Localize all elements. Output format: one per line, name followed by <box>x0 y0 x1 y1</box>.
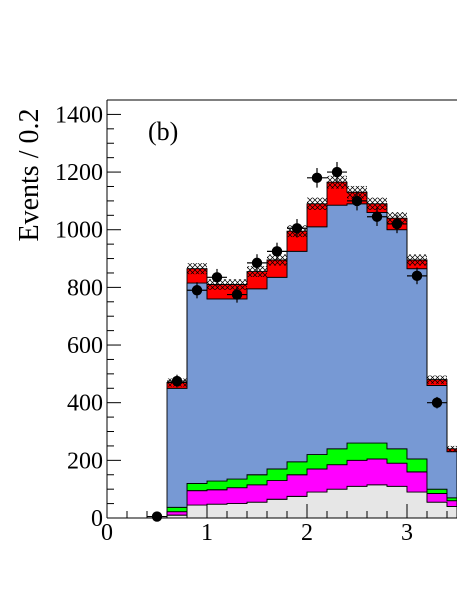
data-marker <box>391 218 403 230</box>
data-point <box>387 214 407 234</box>
y-tick-label: 800 <box>67 275 103 301</box>
uncertainty-bin <box>367 197 387 210</box>
x-tick-label: 1 <box>201 520 213 546</box>
data-point <box>287 219 307 238</box>
data-marker <box>411 270 423 282</box>
data-marker <box>331 166 343 178</box>
data-marker <box>191 285 203 296</box>
uncertainty-bin <box>187 263 207 275</box>
y-tick-label: 400 <box>67 391 103 417</box>
uncertainty-bin <box>447 445 457 452</box>
y-tick-label: 1000 <box>55 218 103 244</box>
x-tick-label: 3 <box>401 520 413 546</box>
y-tick-label: 200 <box>67 448 103 474</box>
data-marker <box>251 257 263 269</box>
uncertainty-bin <box>307 197 327 210</box>
uncertainty-bin <box>247 266 267 278</box>
y-tick-label: 1400 <box>55 102 103 128</box>
data-point <box>147 511 167 522</box>
data-point <box>227 286 247 303</box>
x-tick-label: 2 <box>301 520 313 546</box>
y-axis-label: Events / 0.2 <box>14 109 45 242</box>
y-tick-label: 1200 <box>55 160 103 186</box>
data-marker <box>371 211 383 222</box>
uncertainty-bin <box>427 375 447 384</box>
data-point <box>167 374 187 388</box>
data-points <box>147 161 447 522</box>
data-marker <box>151 511 163 522</box>
data-point <box>187 282 207 299</box>
data-marker <box>271 246 283 257</box>
data-point <box>267 242 287 260</box>
panel-label: (b) <box>148 117 178 146</box>
uncertainty-bin <box>227 279 247 290</box>
data-point <box>407 267 427 285</box>
data-marker <box>211 272 223 283</box>
y-tick-label: 0 <box>91 506 103 532</box>
data-marker <box>311 172 323 184</box>
data-marker <box>431 397 443 408</box>
data-marker <box>171 375 183 387</box>
data-marker <box>291 223 303 234</box>
data-point <box>427 396 447 409</box>
axes: 0 200 400 600 800 1000 1200 1400 0 1 2 3 <box>55 99 457 546</box>
data-point <box>307 168 327 188</box>
data-point <box>367 207 387 226</box>
data-point <box>327 161 347 183</box>
data-marker <box>351 195 363 207</box>
y-tick-label: 600 <box>67 333 103 359</box>
data-point <box>207 268 227 286</box>
data-marker <box>231 289 243 300</box>
data-point <box>247 254 267 272</box>
stacked-histogram <box>166 181 457 518</box>
uncertainty-bin <box>407 254 427 266</box>
data-point <box>347 191 367 211</box>
x-tick-label: 0 <box>101 520 113 546</box>
